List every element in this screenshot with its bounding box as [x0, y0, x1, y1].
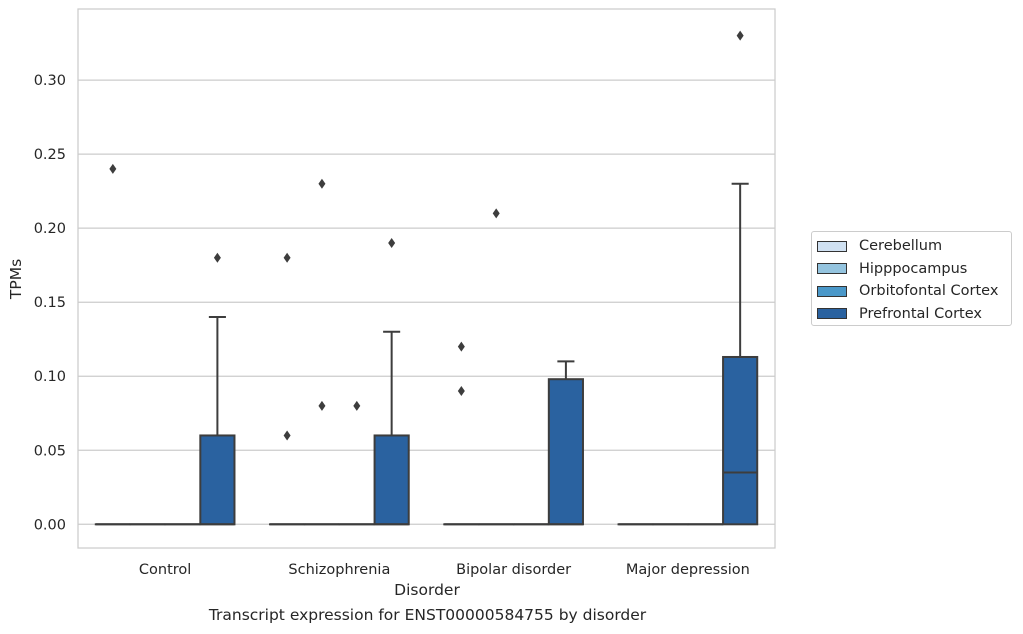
- y-tick-label: 0.05: [34, 443, 66, 459]
- y-gridlines: [78, 79, 775, 525]
- y-axis-ticks: 0.00 0.05 0.10 0.15 0.20 0.25 0.30: [34, 73, 66, 533]
- outlier-point: [457, 386, 465, 397]
- plot-frame: [77, 8, 776, 549]
- legend-label: Cerebellum: [859, 238, 943, 255]
- legend-item: Prefrontal Cortex: [817, 303, 1011, 326]
- outlier-point: [283, 430, 291, 441]
- legend-label: Hipppocampus: [859, 260, 968, 277]
- outlier-point: [736, 30, 744, 41]
- box-orbitofontal-cortex: [338, 400, 375, 526]
- y-tick-label: 0.10: [34, 369, 66, 385]
- y-tick-label: 0.00: [34, 517, 66, 533]
- box-prefrontal-cortex: [547, 360, 584, 526]
- box-body: [373, 434, 410, 526]
- y-tick-label: 0.15: [34, 295, 66, 311]
- outlier-point: [353, 400, 361, 411]
- x-tick-label: Major depression: [626, 562, 750, 578]
- x-tick-label: Bipolar disorder: [456, 562, 571, 578]
- x-axis-ticks: Control Schizophrenia Bipolar disorder Majo…: [139, 562, 750, 578]
- chart-title: Transcript expression for ENST0000058475…: [208, 606, 647, 624]
- box-cerebellum: [94, 163, 131, 526]
- box-hipppocampus: [303, 178, 341, 526]
- box-cerebellum: [443, 341, 480, 526]
- legend-item: Cerebellum: [817, 235, 1011, 258]
- box-cerebellum: [269, 252, 306, 526]
- outlier-point: [457, 341, 465, 352]
- legend-label: Orbitofontal Cortex: [859, 283, 999, 300]
- box-body: [722, 355, 759, 526]
- box-prefrontal-cortex: [373, 237, 410, 526]
- legend-swatch: [817, 263, 847, 275]
- legend-swatch: [817, 308, 847, 320]
- x-tick-label: Control: [139, 562, 191, 578]
- x-axis-label: Disorder: [394, 581, 460, 599]
- legend-item: Hipppocampus: [817, 258, 1011, 281]
- legend-label: Prefrontal Cortex: [859, 305, 982, 322]
- box-body: [199, 434, 236, 526]
- box-prefrontal-cortex: [199, 252, 236, 526]
- box-body: [547, 378, 584, 526]
- outlier-point: [388, 237, 396, 248]
- outlier-point: [213, 252, 221, 263]
- legend-item: Orbitofontal Cortex: [817, 280, 1011, 303]
- box-prefrontal-cortex: [722, 30, 759, 526]
- x-tick-label: Schizophrenia: [288, 562, 390, 578]
- plot-elements: [94, 30, 759, 526]
- legend-swatch: [817, 240, 847, 252]
- legend-swatch: [817, 285, 847, 297]
- outlier-point: [109, 163, 117, 174]
- legend: Cerebellum Hipppocampus Orbitofontal Corte…: [811, 231, 1012, 326]
- outlier-point: [283, 252, 291, 263]
- y-tick-label: 0.25: [34, 147, 66, 163]
- y-tick-label: 0.30: [34, 73, 66, 89]
- outlier-point: [318, 178, 326, 189]
- outlier-point: [318, 400, 326, 411]
- outlier-point: [492, 208, 500, 219]
- box-hipppocampus: [478, 208, 515, 526]
- y-axis-label: TPMs: [7, 259, 25, 300]
- y-tick-label: 0.20: [34, 221, 66, 237]
